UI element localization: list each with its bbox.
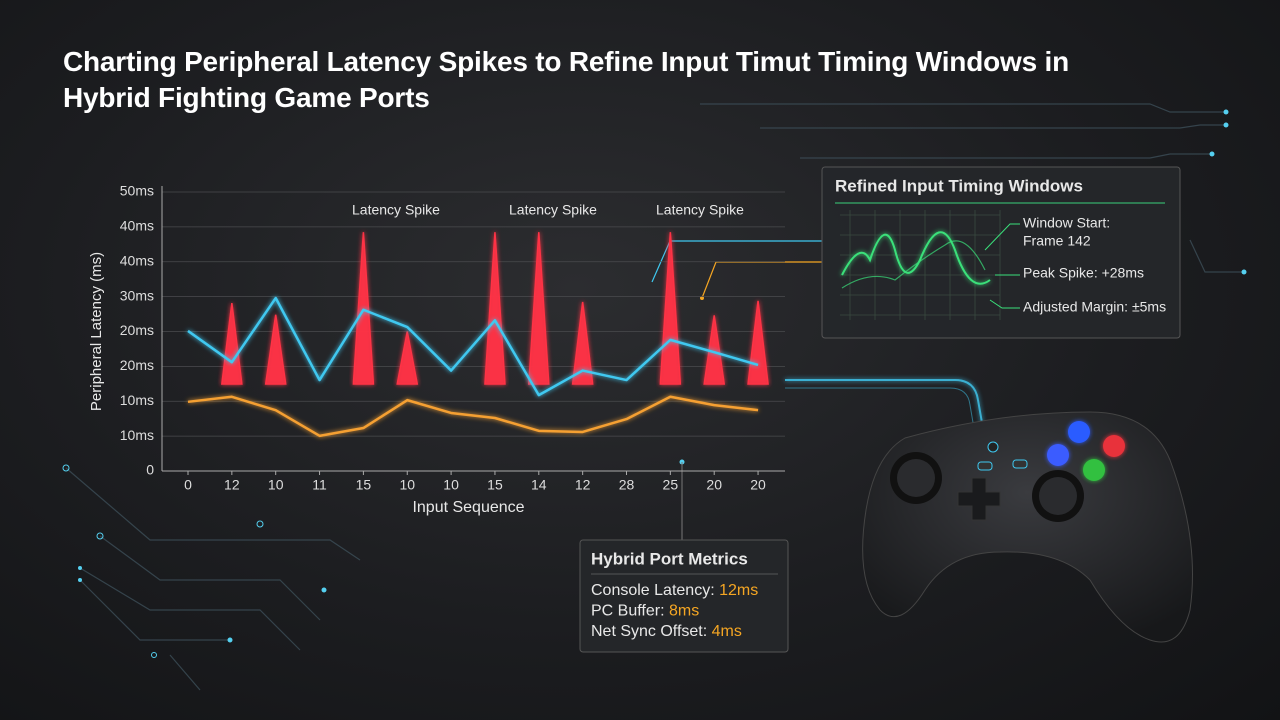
x-tick-label: 14 bbox=[531, 477, 547, 493]
x-tick-label: 15 bbox=[356, 477, 372, 493]
spike bbox=[747, 300, 769, 385]
metric-line: Console Latency: 12ms bbox=[591, 582, 758, 599]
panel-item: Window Start: bbox=[1023, 215, 1110, 231]
spike bbox=[396, 331, 419, 385]
metric-value: 4ms bbox=[712, 623, 742, 640]
x-tick-label: 10 bbox=[443, 477, 459, 493]
x-axis-label: Input Sequence bbox=[412, 499, 524, 516]
y-tick-label: 40ms bbox=[120, 218, 154, 234]
x-tick-label: 20 bbox=[750, 477, 766, 493]
x-tick-label: 10 bbox=[268, 477, 284, 493]
spike bbox=[527, 232, 550, 385]
cable bbox=[785, 387, 977, 441]
metric-value: 12ms bbox=[719, 582, 758, 599]
series-line bbox=[187, 296, 759, 397]
circuit-nodes bbox=[62, 109, 1247, 658]
panel-title: Refined Input Timing Windows bbox=[835, 176, 1083, 195]
controller bbox=[862, 411, 1193, 643]
y-tick-label: 10ms bbox=[120, 427, 154, 443]
circuit-traces bbox=[65, 103, 1244, 691]
metric-label: Console Latency: bbox=[591, 582, 715, 599]
spike bbox=[264, 314, 287, 385]
x-tick-label: 25 bbox=[663, 477, 679, 493]
x-tick-label: 11 bbox=[312, 477, 327, 493]
annotation: Latency Spike bbox=[352, 202, 440, 218]
x-tick-label: 10 bbox=[399, 477, 415, 493]
y-tick-label: 40ms bbox=[120, 252, 154, 268]
annotation: Latency Spike bbox=[509, 202, 597, 218]
y-tick-label: 30ms bbox=[120, 287, 154, 303]
spike bbox=[221, 302, 243, 385]
x-tick-label: 0 bbox=[184, 477, 192, 493]
y-tick-label: 10ms bbox=[120, 392, 154, 408]
metric-line: Net Sync Offset: 4ms bbox=[591, 623, 742, 640]
x-tick-label: 12 bbox=[224, 477, 240, 493]
metric-label: Net Sync Offset: bbox=[591, 623, 707, 640]
connector bbox=[701, 261, 822, 299]
metrics-panel: Hybrid Port Metrics Console Latency: 12m… bbox=[579, 539, 789, 653]
x-tick-label: 12 bbox=[575, 477, 591, 493]
panel-item: Frame 142 bbox=[1023, 233, 1091, 249]
spike bbox=[484, 232, 506, 385]
callout bbox=[984, 223, 1020, 309]
spike bbox=[352, 232, 375, 385]
mini-curve bbox=[841, 231, 991, 285]
panel-box bbox=[579, 539, 789, 653]
y-tick-label: 20ms bbox=[120, 322, 154, 338]
x-tick-label: 28 bbox=[619, 477, 635, 493]
metric-label: PC Buffer: bbox=[591, 603, 665, 620]
annotation: Latency Spike bbox=[656, 202, 744, 218]
y-axis-label: Peripheral Latency (ms) bbox=[88, 252, 105, 411]
panel-title: Hybrid Port Metrics bbox=[591, 549, 748, 568]
series-line bbox=[187, 395, 759, 438]
timing-panel: Refined Input Timing Windows Window Star… bbox=[821, 166, 1181, 339]
plot: 0 10ms 10ms 20ms 20ms 30ms 40ms 40ms 50ms Periphe… bbox=[88, 183, 785, 516]
y-tick-label: 50ms bbox=[120, 183, 154, 199]
y-tick-label: 20ms bbox=[120, 357, 154, 373]
x-tick-label: 15 bbox=[487, 477, 503, 493]
metric-line: PC Buffer: 8ms bbox=[591, 603, 699, 620]
metric-value: 8ms bbox=[669, 603, 699, 620]
panel-item: Peak Spike: +28ms bbox=[1023, 265, 1144, 281]
cable bbox=[785, 379, 986, 441]
x-tick-label: 20 bbox=[706, 477, 722, 493]
y-tick-label: 0 bbox=[146, 462, 154, 478]
panel-item: Adjusted Margin: ±5ms bbox=[1023, 299, 1166, 315]
chart-title: Charting Peripheral Latency Spikes to Re… bbox=[63, 46, 1070, 113]
mini-curve bbox=[841, 240, 986, 289]
